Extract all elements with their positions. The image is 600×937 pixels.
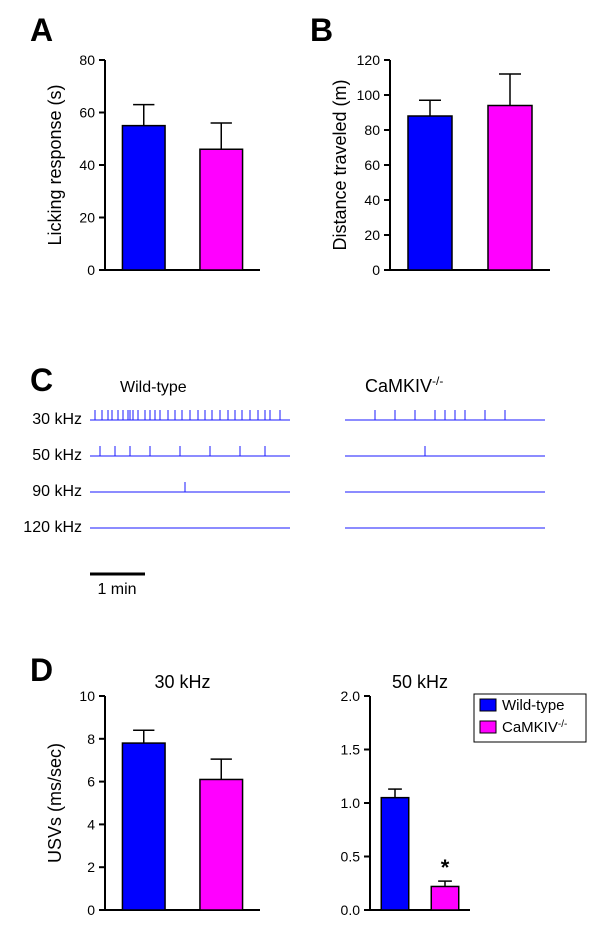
ytick: 8	[87, 731, 95, 747]
chart-title: 50 kHz	[392, 672, 448, 692]
ytick: 4	[87, 816, 95, 832]
row-label: 90 kHz	[32, 483, 82, 500]
ytick: 100	[357, 87, 381, 103]
bar-ko	[200, 779, 243, 910]
ytick: 10	[79, 688, 95, 704]
row-label: 50 kHz	[32, 447, 82, 464]
row-label: 120 kHz	[23, 519, 82, 536]
bar-ko	[431, 886, 459, 910]
row-label: 30 kHz	[32, 411, 82, 428]
ytick: 2	[87, 859, 95, 875]
legend-label: CaMKIV-/-	[502, 719, 567, 737]
bar-ko	[200, 149, 243, 270]
y-axis-label: Licking response (s)	[45, 84, 65, 245]
panel-b-chart: 0 20 40 60 80 100 120 Distance traveled (m)	[310, 30, 570, 290]
ytick: 0	[87, 262, 95, 278]
ytick: 0.5	[341, 849, 361, 865]
panel-d-left-chart: 0 2 4 6 8 10 USVs (ms/sec) 30 kHz	[30, 660, 280, 930]
ytick: 60	[364, 157, 380, 173]
ytick: 80	[79, 52, 95, 68]
legend-label: Wild-type	[502, 697, 565, 714]
panel-d-right-chart: 0.0 0.5 1.0 1.5 2.0 50 kHz * Wild-type CaMKIV-/-	[310, 660, 590, 930]
bar-wt	[122, 743, 165, 910]
ytick: 0	[372, 262, 380, 278]
chart-title: 30 kHz	[154, 672, 210, 692]
panel-c-traces: Wild-type CaMKIV-/- 30 kHz 50 kHz 90 kHz 120 …	[15, 370, 585, 630]
ytick: 120	[357, 52, 381, 68]
legend-swatch	[480, 699, 496, 711]
ytick: 20	[79, 210, 95, 226]
ytick: 0.0	[341, 902, 361, 918]
ytick: 40	[364, 192, 380, 208]
bar-ko	[488, 106, 532, 271]
ytick: 1.5	[341, 742, 361, 758]
ytick: 40	[79, 157, 95, 173]
panel-a-chart: 0 20 40 60 80 Licking response (s)	[30, 30, 280, 290]
scale-bar-label: 1 min	[97, 581, 136, 598]
col-title-ko: CaMKIV-/-	[365, 374, 443, 396]
bar-wt	[408, 116, 452, 270]
ytick: 1.0	[341, 795, 361, 811]
ytick: 80	[364, 122, 380, 138]
y-axis-label: Distance traveled (m)	[330, 79, 350, 250]
ytick: 0	[87, 902, 95, 918]
ytick: 6	[87, 774, 95, 790]
bar-wt	[381, 798, 409, 910]
col-title-wt: Wild-type	[120, 379, 187, 396]
ytick: 60	[79, 105, 95, 121]
ytick: 2.0	[341, 688, 361, 704]
sig-marker: *	[441, 855, 450, 880]
ytick: 20	[364, 227, 380, 243]
legend-swatch	[480, 721, 496, 733]
y-axis-label: USVs (ms/sec)	[45, 743, 65, 863]
bar-wt	[122, 126, 165, 270]
